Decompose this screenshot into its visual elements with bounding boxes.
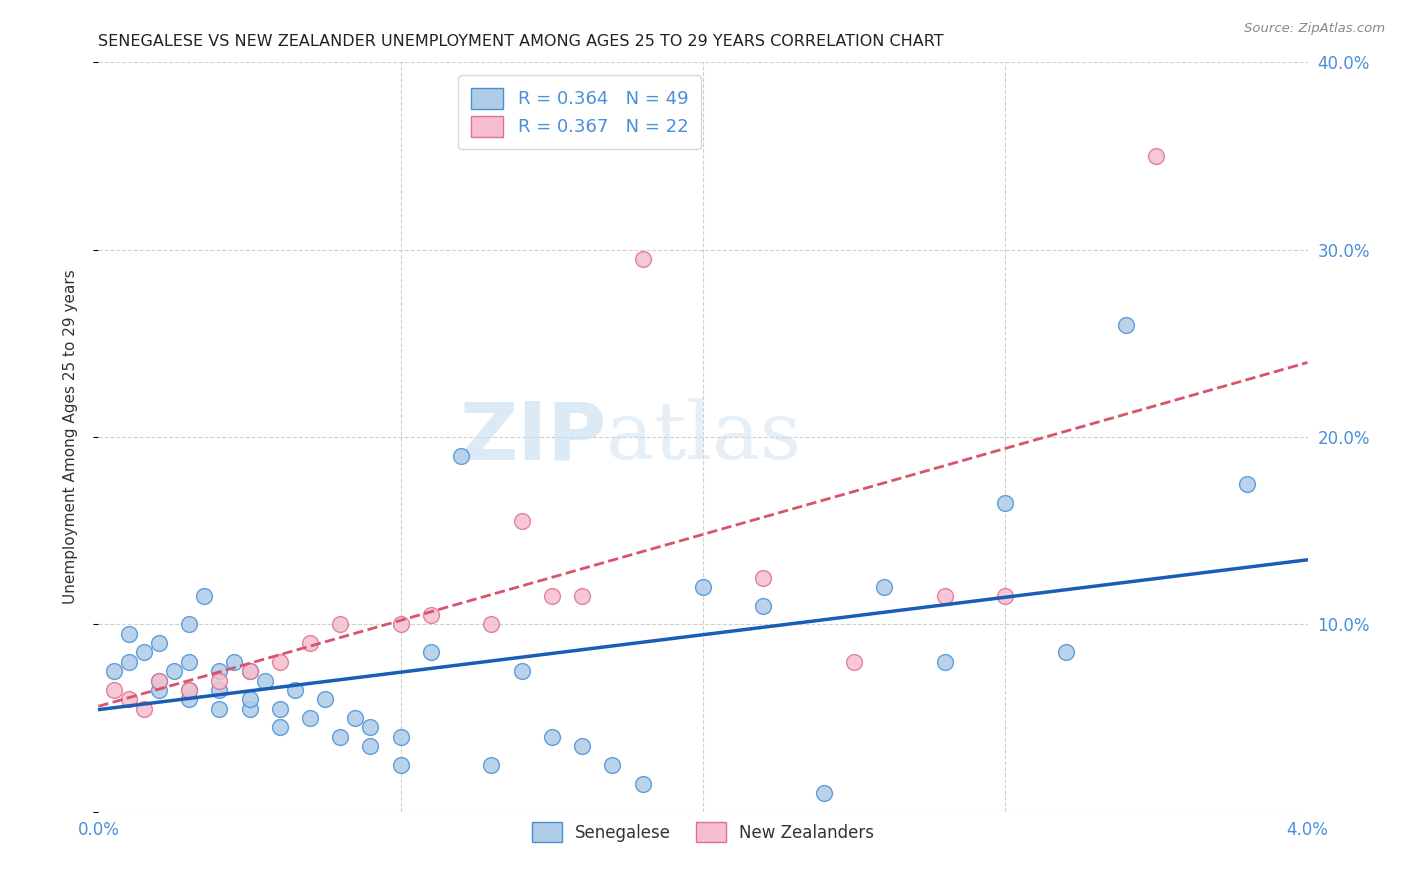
Point — [450, 449, 472, 463]
Point — [389, 617, 412, 632]
Point — [752, 571, 775, 585]
Point — [389, 730, 412, 744]
Text: atlas: atlas — [606, 398, 801, 476]
Point — [873, 580, 896, 594]
Point — [299, 636, 322, 650]
Point — [1236, 476, 1258, 491]
Point — [148, 673, 170, 688]
Point — [239, 664, 262, 679]
Point — [224, 655, 246, 669]
Point — [208, 683, 231, 698]
Point — [571, 590, 593, 604]
Point — [103, 683, 125, 698]
Point — [844, 655, 866, 669]
Point — [934, 655, 956, 669]
Point — [420, 608, 443, 623]
Point — [571, 739, 593, 753]
Point — [692, 580, 714, 594]
Point — [1146, 149, 1168, 163]
Point — [118, 655, 141, 669]
Point — [1054, 646, 1077, 660]
Point — [481, 617, 503, 632]
Point — [148, 636, 170, 650]
Point — [118, 692, 141, 706]
Point — [269, 701, 291, 715]
Point — [481, 758, 503, 772]
Point — [239, 664, 262, 679]
Point — [631, 252, 654, 266]
Point — [132, 701, 155, 715]
Point — [344, 711, 367, 725]
Text: ZIP: ZIP — [458, 398, 606, 476]
Point — [314, 692, 336, 706]
Point — [148, 683, 170, 698]
Point — [103, 664, 125, 679]
Point — [179, 692, 201, 706]
Legend: Senegalese, New Zealanders: Senegalese, New Zealanders — [524, 816, 882, 848]
Point — [602, 758, 624, 772]
Point — [510, 514, 533, 528]
Point — [208, 664, 231, 679]
Point — [239, 701, 262, 715]
Point — [269, 655, 291, 669]
Point — [813, 786, 835, 800]
Point — [994, 590, 1017, 604]
Point — [179, 683, 201, 698]
Point — [179, 683, 201, 698]
Point — [994, 496, 1017, 510]
Point — [360, 739, 382, 753]
Point — [239, 692, 262, 706]
Point — [148, 673, 170, 688]
Point — [253, 673, 276, 688]
Point — [132, 646, 155, 660]
Point — [631, 776, 654, 791]
Point — [284, 683, 307, 698]
Y-axis label: Unemployment Among Ages 25 to 29 years: Unemployment Among Ages 25 to 29 years — [63, 269, 77, 605]
Point — [420, 646, 443, 660]
Point — [329, 730, 352, 744]
Point — [269, 721, 291, 735]
Point — [934, 590, 956, 604]
Point — [510, 664, 533, 679]
Point — [752, 599, 775, 613]
Point — [118, 626, 141, 640]
Point — [360, 721, 382, 735]
Point — [208, 701, 231, 715]
Point — [329, 617, 352, 632]
Point — [179, 655, 201, 669]
Point — [1115, 318, 1137, 332]
Point — [540, 730, 562, 744]
Point — [179, 617, 201, 632]
Point — [193, 590, 215, 604]
Point — [389, 758, 412, 772]
Point — [299, 711, 322, 725]
Text: SENEGALESE VS NEW ZEALANDER UNEMPLOYMENT AMONG AGES 25 TO 29 YEARS CORRELATION C: SENEGALESE VS NEW ZEALANDER UNEMPLOYMENT… — [98, 34, 943, 49]
Point — [163, 664, 186, 679]
Point — [208, 673, 231, 688]
Point — [540, 590, 562, 604]
Text: Source: ZipAtlas.com: Source: ZipAtlas.com — [1244, 22, 1385, 36]
